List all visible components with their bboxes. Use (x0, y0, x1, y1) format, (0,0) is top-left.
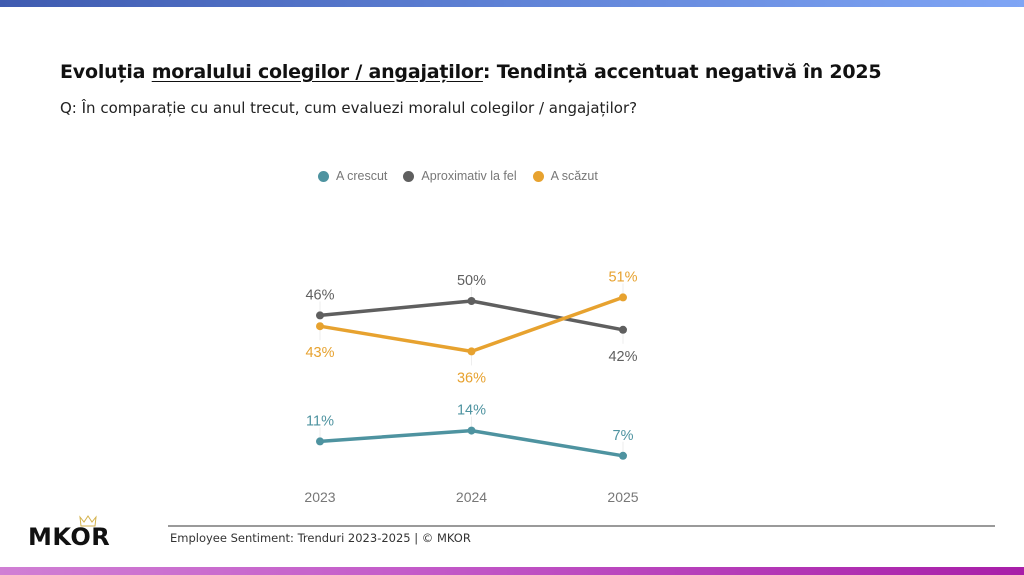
legend-label-fel: Aproximativ la fel (421, 169, 517, 183)
chart-legend: A crescut Aproximativ la fel A scăzut (318, 169, 598, 183)
data-point (619, 325, 627, 334)
data-label: 11% (306, 413, 334, 429)
data-label: 50% (457, 273, 486, 289)
top-accent-bar (0, 0, 1024, 7)
legend-item-crescut: A crescut (318, 169, 387, 183)
crown-icon (79, 515, 97, 527)
x-tick-label: 2024 (456, 489, 487, 505)
footer-text: Employee Sentiment: Trenduri 2023-2025 |… (170, 531, 471, 545)
legend-item-scazut: A scăzut (532, 169, 598, 183)
data-label: 7% (613, 428, 634, 444)
title-part1: Evoluția (60, 61, 152, 83)
data-label: 36% (457, 370, 486, 386)
page-title: Evoluția moralului colegilor / angajațil… (60, 61, 882, 83)
mkor-logo: MKOR (28, 523, 111, 551)
legend-label-scazut: A scăzut (550, 169, 598, 183)
question-subtitle: Q: În comparație cu anul trecut, cum eva… (60, 99, 638, 117)
legend-dot-crescut (318, 170, 329, 182)
data-point (619, 293, 627, 302)
data-point (467, 426, 476, 435)
legend-dot-fel (403, 170, 415, 182)
legend-item-fel: Aproximativ la fel (403, 169, 517, 183)
data-label: 42% (608, 349, 637, 365)
footer-divider (168, 525, 995, 527)
title-part2: : Tendință accentuat negativă în 2025 (482, 61, 882, 83)
x-tick-label: 2023 (304, 489, 335, 505)
legend-label-crescut: A crescut (336, 169, 388, 183)
title-underlined: moralului colegilor / angajaților (151, 61, 483, 83)
data-label: 46% (305, 287, 334, 303)
legend-dot-scazut (532, 170, 544, 182)
data-point (316, 322, 324, 331)
data-label: 14% (457, 403, 486, 419)
data-point (467, 297, 476, 305)
data-point (619, 451, 627, 460)
series-line-2 (319, 295, 624, 354)
data-label: 51% (608, 269, 637, 285)
data-point (467, 347, 476, 356)
x-tick-label: 2025 (607, 489, 638, 505)
bottom-accent-bar (0, 567, 1024, 575)
data-label: 43% (305, 345, 334, 361)
data-point (316, 437, 324, 446)
data-point (316, 311, 324, 320)
